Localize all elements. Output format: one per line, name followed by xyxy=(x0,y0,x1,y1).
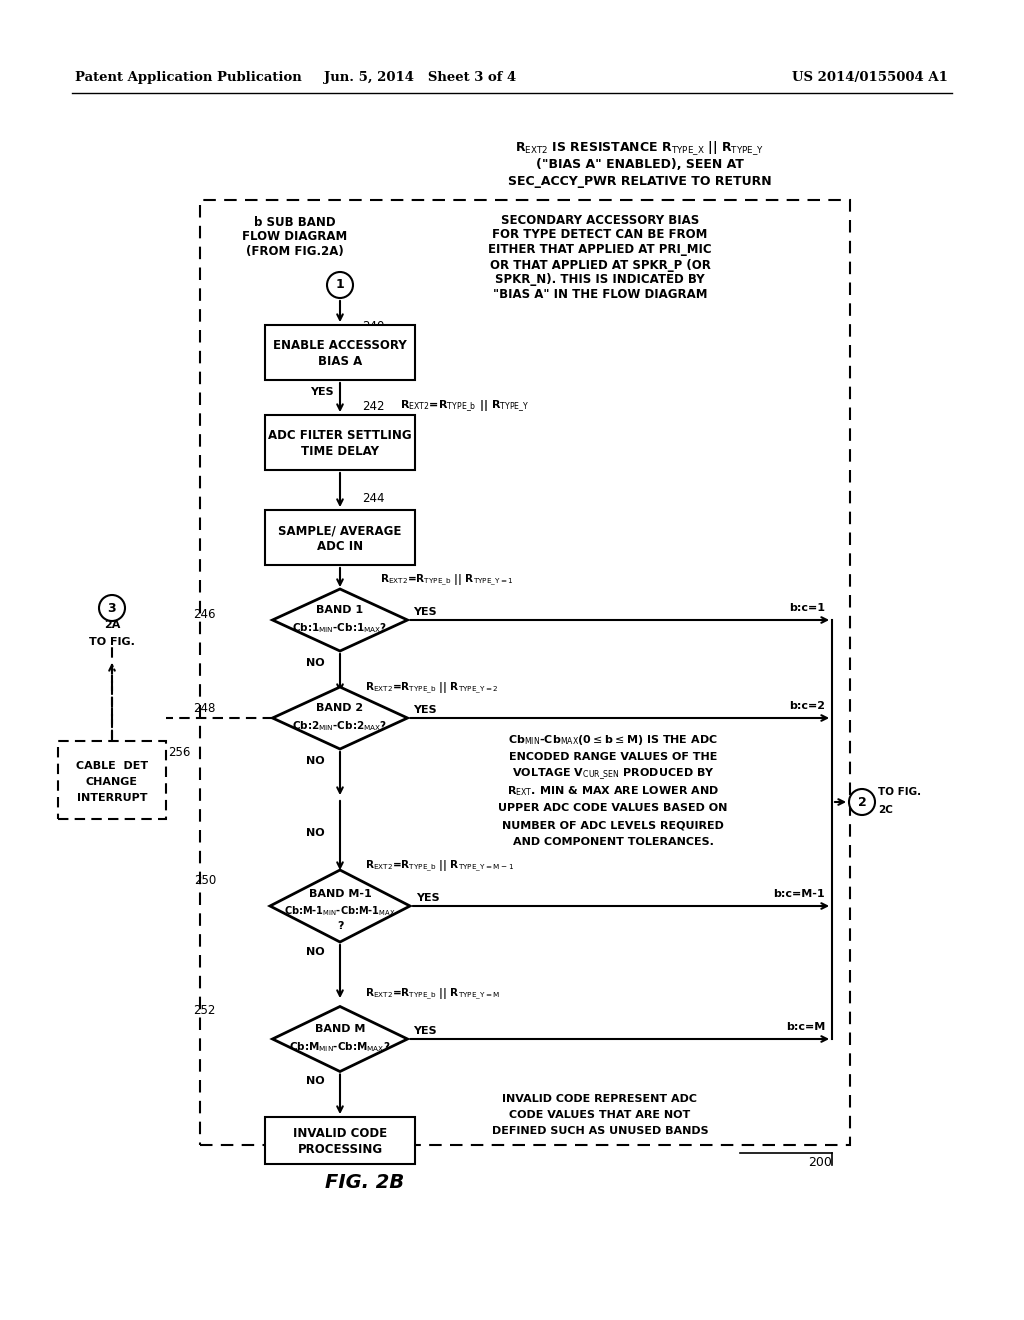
Text: CHANGE: CHANGE xyxy=(86,777,138,787)
Text: US 2014/0155004 A1: US 2014/0155004 A1 xyxy=(792,71,948,84)
Text: ENCODED RANGE VALUES OF THE: ENCODED RANGE VALUES OF THE xyxy=(509,752,717,762)
Bar xyxy=(265,325,415,380)
Text: INVALID CODE REPRESENT ADC: INVALID CODE REPRESENT ADC xyxy=(503,1094,697,1104)
Text: 250: 250 xyxy=(194,874,216,887)
Text: 252: 252 xyxy=(194,1005,216,1018)
Text: YES: YES xyxy=(413,705,436,715)
Text: TO FIG.: TO FIG. xyxy=(89,638,135,647)
Text: TO FIG.: TO FIG. xyxy=(878,787,922,797)
Text: BAND 1: BAND 1 xyxy=(316,605,364,615)
Text: Jun. 5, 2014   Sheet 3 of 4: Jun. 5, 2014 Sheet 3 of 4 xyxy=(324,71,516,84)
Text: YES: YES xyxy=(413,607,436,616)
Text: Patent Application Publication: Patent Application Publication xyxy=(75,71,302,84)
Text: R$_{\rm EXT2}$=R$_{\rm TYPE\_b}$ || R$_{\rm TYPE\_Y=2}$: R$_{\rm EXT2}$=R$_{\rm TYPE\_b}$ || R$_{… xyxy=(365,680,499,696)
Text: VOLTAGE V$_{\rm CUR\_SEN}$ PRODUCED BY: VOLTAGE V$_{\rm CUR\_SEN}$ PRODUCED BY xyxy=(512,767,715,781)
Text: 2: 2 xyxy=(858,796,866,808)
Text: YES: YES xyxy=(310,387,334,397)
Text: SECONDARY ACCESSORY BIAS: SECONDARY ACCESSORY BIAS xyxy=(501,214,699,227)
Text: ?: ? xyxy=(337,921,343,931)
Bar xyxy=(265,510,415,565)
Text: b:c=2: b:c=2 xyxy=(790,701,825,711)
Text: R$_{\rm EXT2}$=R$_{\rm TYPE\_b}$ || R$_{\rm TYPE\_Y=M-1}$: R$_{\rm EXT2}$=R$_{\rm TYPE\_b}$ || R$_{… xyxy=(365,858,514,874)
Text: 248: 248 xyxy=(194,701,216,714)
Text: UPPER ADC CODE VALUES BASED ON: UPPER ADC CODE VALUES BASED ON xyxy=(499,803,728,813)
Text: 240: 240 xyxy=(362,319,384,333)
Text: Cb:M$_{\rm MIN}$-Cb:M$_{\rm MAX}$?: Cb:M$_{\rm MIN}$-Cb:M$_{\rm MAX}$? xyxy=(289,1040,391,1053)
Text: NUMBER OF ADC LEVELS REQUIRED: NUMBER OF ADC LEVELS REQUIRED xyxy=(502,820,724,830)
Text: R$_{\rm EXT2}$=R$_{\rm TYPE\_b}$ || R$_{\rm TYPE\_Y}$: R$_{\rm EXT2}$=R$_{\rm TYPE\_b}$ || R$_{… xyxy=(400,399,529,413)
Text: 254: 254 xyxy=(365,1118,387,1130)
Text: NO: NO xyxy=(306,657,325,668)
Text: ADC FILTER SETTLING: ADC FILTER SETTLING xyxy=(268,429,412,442)
Text: SEC_ACCY_PWR RELATIVE TO RETURN: SEC_ACCY_PWR RELATIVE TO RETURN xyxy=(508,176,772,189)
Text: YES: YES xyxy=(413,1026,436,1036)
Text: INTERRUPT: INTERRUPT xyxy=(77,793,147,803)
Text: R$_{\rm EXT2}$=R$_{\rm TYPE\_b}$ || R$_{\rm TYPE\_Y=M}$: R$_{\rm EXT2}$=R$_{\rm TYPE\_b}$ || R$_{… xyxy=(365,986,501,1002)
Text: PROCESSING: PROCESSING xyxy=(297,1143,383,1156)
Polygon shape xyxy=(272,589,408,651)
Circle shape xyxy=(99,595,125,620)
Text: CODE VALUES THAT ARE NOT: CODE VALUES THAT ARE NOT xyxy=(509,1110,690,1119)
Text: Cb:1$_{\rm MIN}$-Cb:1$_{\rm MAX}$?: Cb:1$_{\rm MIN}$-Cb:1$_{\rm MAX}$? xyxy=(292,622,388,635)
Text: NO: NO xyxy=(306,1076,325,1086)
Text: EITHER THAT APPLIED AT PRI_MIC: EITHER THAT APPLIED AT PRI_MIC xyxy=(488,243,712,256)
Text: b:c=M-1: b:c=M-1 xyxy=(773,888,825,899)
Text: 1: 1 xyxy=(336,279,344,292)
Text: Cb:2$_{\rm MIN}$-Cb:2$_{\rm MAX}$?: Cb:2$_{\rm MIN}$-Cb:2$_{\rm MAX}$? xyxy=(292,719,388,733)
Bar xyxy=(265,1117,415,1164)
Text: 3: 3 xyxy=(108,602,117,615)
Text: INVALID CODE: INVALID CODE xyxy=(293,1127,387,1140)
Text: FLOW DIAGRAM: FLOW DIAGRAM xyxy=(243,231,347,243)
Text: 244: 244 xyxy=(362,491,384,504)
Text: b SUB BAND: b SUB BAND xyxy=(254,215,336,228)
Text: NO: NO xyxy=(306,946,325,957)
Text: SAMPLE/ AVERAGE: SAMPLE/ AVERAGE xyxy=(279,524,401,537)
Text: TIME DELAY: TIME DELAY xyxy=(301,445,379,458)
Bar xyxy=(265,414,415,470)
Text: R$_{\rm EXT}$. MIN & MAX ARE LOWER AND: R$_{\rm EXT}$. MIN & MAX ARE LOWER AND xyxy=(507,784,719,797)
Text: BAND M-1: BAND M-1 xyxy=(308,888,372,899)
Text: YES: YES xyxy=(416,894,439,903)
Text: CABLE  DET: CABLE DET xyxy=(76,762,148,771)
Text: FIG. 2B: FIG. 2B xyxy=(326,1173,404,1192)
Text: FOR TYPE DETECT CAN BE FROM: FOR TYPE DETECT CAN BE FROM xyxy=(493,228,708,242)
Polygon shape xyxy=(272,686,408,748)
Text: b:c=1: b:c=1 xyxy=(790,603,825,612)
Bar xyxy=(58,741,166,818)
Text: 256: 256 xyxy=(168,746,190,759)
Text: 242: 242 xyxy=(362,400,384,412)
Bar xyxy=(200,201,850,1144)
Polygon shape xyxy=(270,870,410,942)
Text: 2A: 2A xyxy=(103,620,120,630)
Text: "BIAS A" IN THE FLOW DIAGRAM: "BIAS A" IN THE FLOW DIAGRAM xyxy=(493,289,708,301)
Text: OR THAT APPLIED AT SPKR_P (OR: OR THAT APPLIED AT SPKR_P (OR xyxy=(489,259,711,272)
Text: NO: NO xyxy=(306,756,325,766)
Text: NO: NO xyxy=(306,828,325,838)
Text: BAND M: BAND M xyxy=(314,1024,366,1034)
Text: 200: 200 xyxy=(808,1155,831,1168)
Text: (FROM FIG.2A): (FROM FIG.2A) xyxy=(246,246,344,259)
Text: BAND 2: BAND 2 xyxy=(316,704,364,713)
Text: Cb$_{\rm MIN}$-Cb$_{\rm MAX}$(0$\leq$b$\leq$M) IS THE ADC: Cb$_{\rm MIN}$-Cb$_{\rm MAX}$(0$\leq$b$\… xyxy=(508,733,718,747)
Text: 246: 246 xyxy=(194,607,216,620)
Text: Cb:M-1$_{\rm MIN}$-Cb:M-1$_{\rm MAX}$: Cb:M-1$_{\rm MIN}$-Cb:M-1$_{\rm MAX}$ xyxy=(285,904,396,917)
Text: b:c=M: b:c=M xyxy=(785,1022,825,1032)
Circle shape xyxy=(327,272,353,298)
Text: ADC IN: ADC IN xyxy=(317,540,364,553)
Text: R$_{\rm EXT2}$ IS RESISTANCE R$_{\rm TYPE\_X}$ || R$_{\rm TYPE\_Y}$: R$_{\rm EXT2}$ IS RESISTANCE R$_{\rm TYP… xyxy=(515,139,765,157)
Polygon shape xyxy=(272,1006,408,1072)
Circle shape xyxy=(849,789,874,814)
Text: SPKR_N). THIS IS INDICATED BY: SPKR_N). THIS IS INDICATED BY xyxy=(496,273,705,286)
Text: 2C: 2C xyxy=(878,805,893,814)
Text: BIAS A: BIAS A xyxy=(317,355,362,368)
Text: ENABLE ACCESSORY: ENABLE ACCESSORY xyxy=(273,339,407,352)
Text: DEFINED SUCH AS UNUSED BANDS: DEFINED SUCH AS UNUSED BANDS xyxy=(492,1126,709,1137)
Text: ("BIAS A" ENABLED), SEEN AT: ("BIAS A" ENABLED), SEEN AT xyxy=(536,158,744,172)
Text: AND COMPONENT TOLERANCES.: AND COMPONENT TOLERANCES. xyxy=(513,837,714,847)
Text: R$_{\rm EXT2}$=R$_{\rm TYPE\_b}$ || R$_{\rm TYPE\_Y=1}$: R$_{\rm EXT2}$=R$_{\rm TYPE\_b}$ || R$_{… xyxy=(380,573,514,587)
